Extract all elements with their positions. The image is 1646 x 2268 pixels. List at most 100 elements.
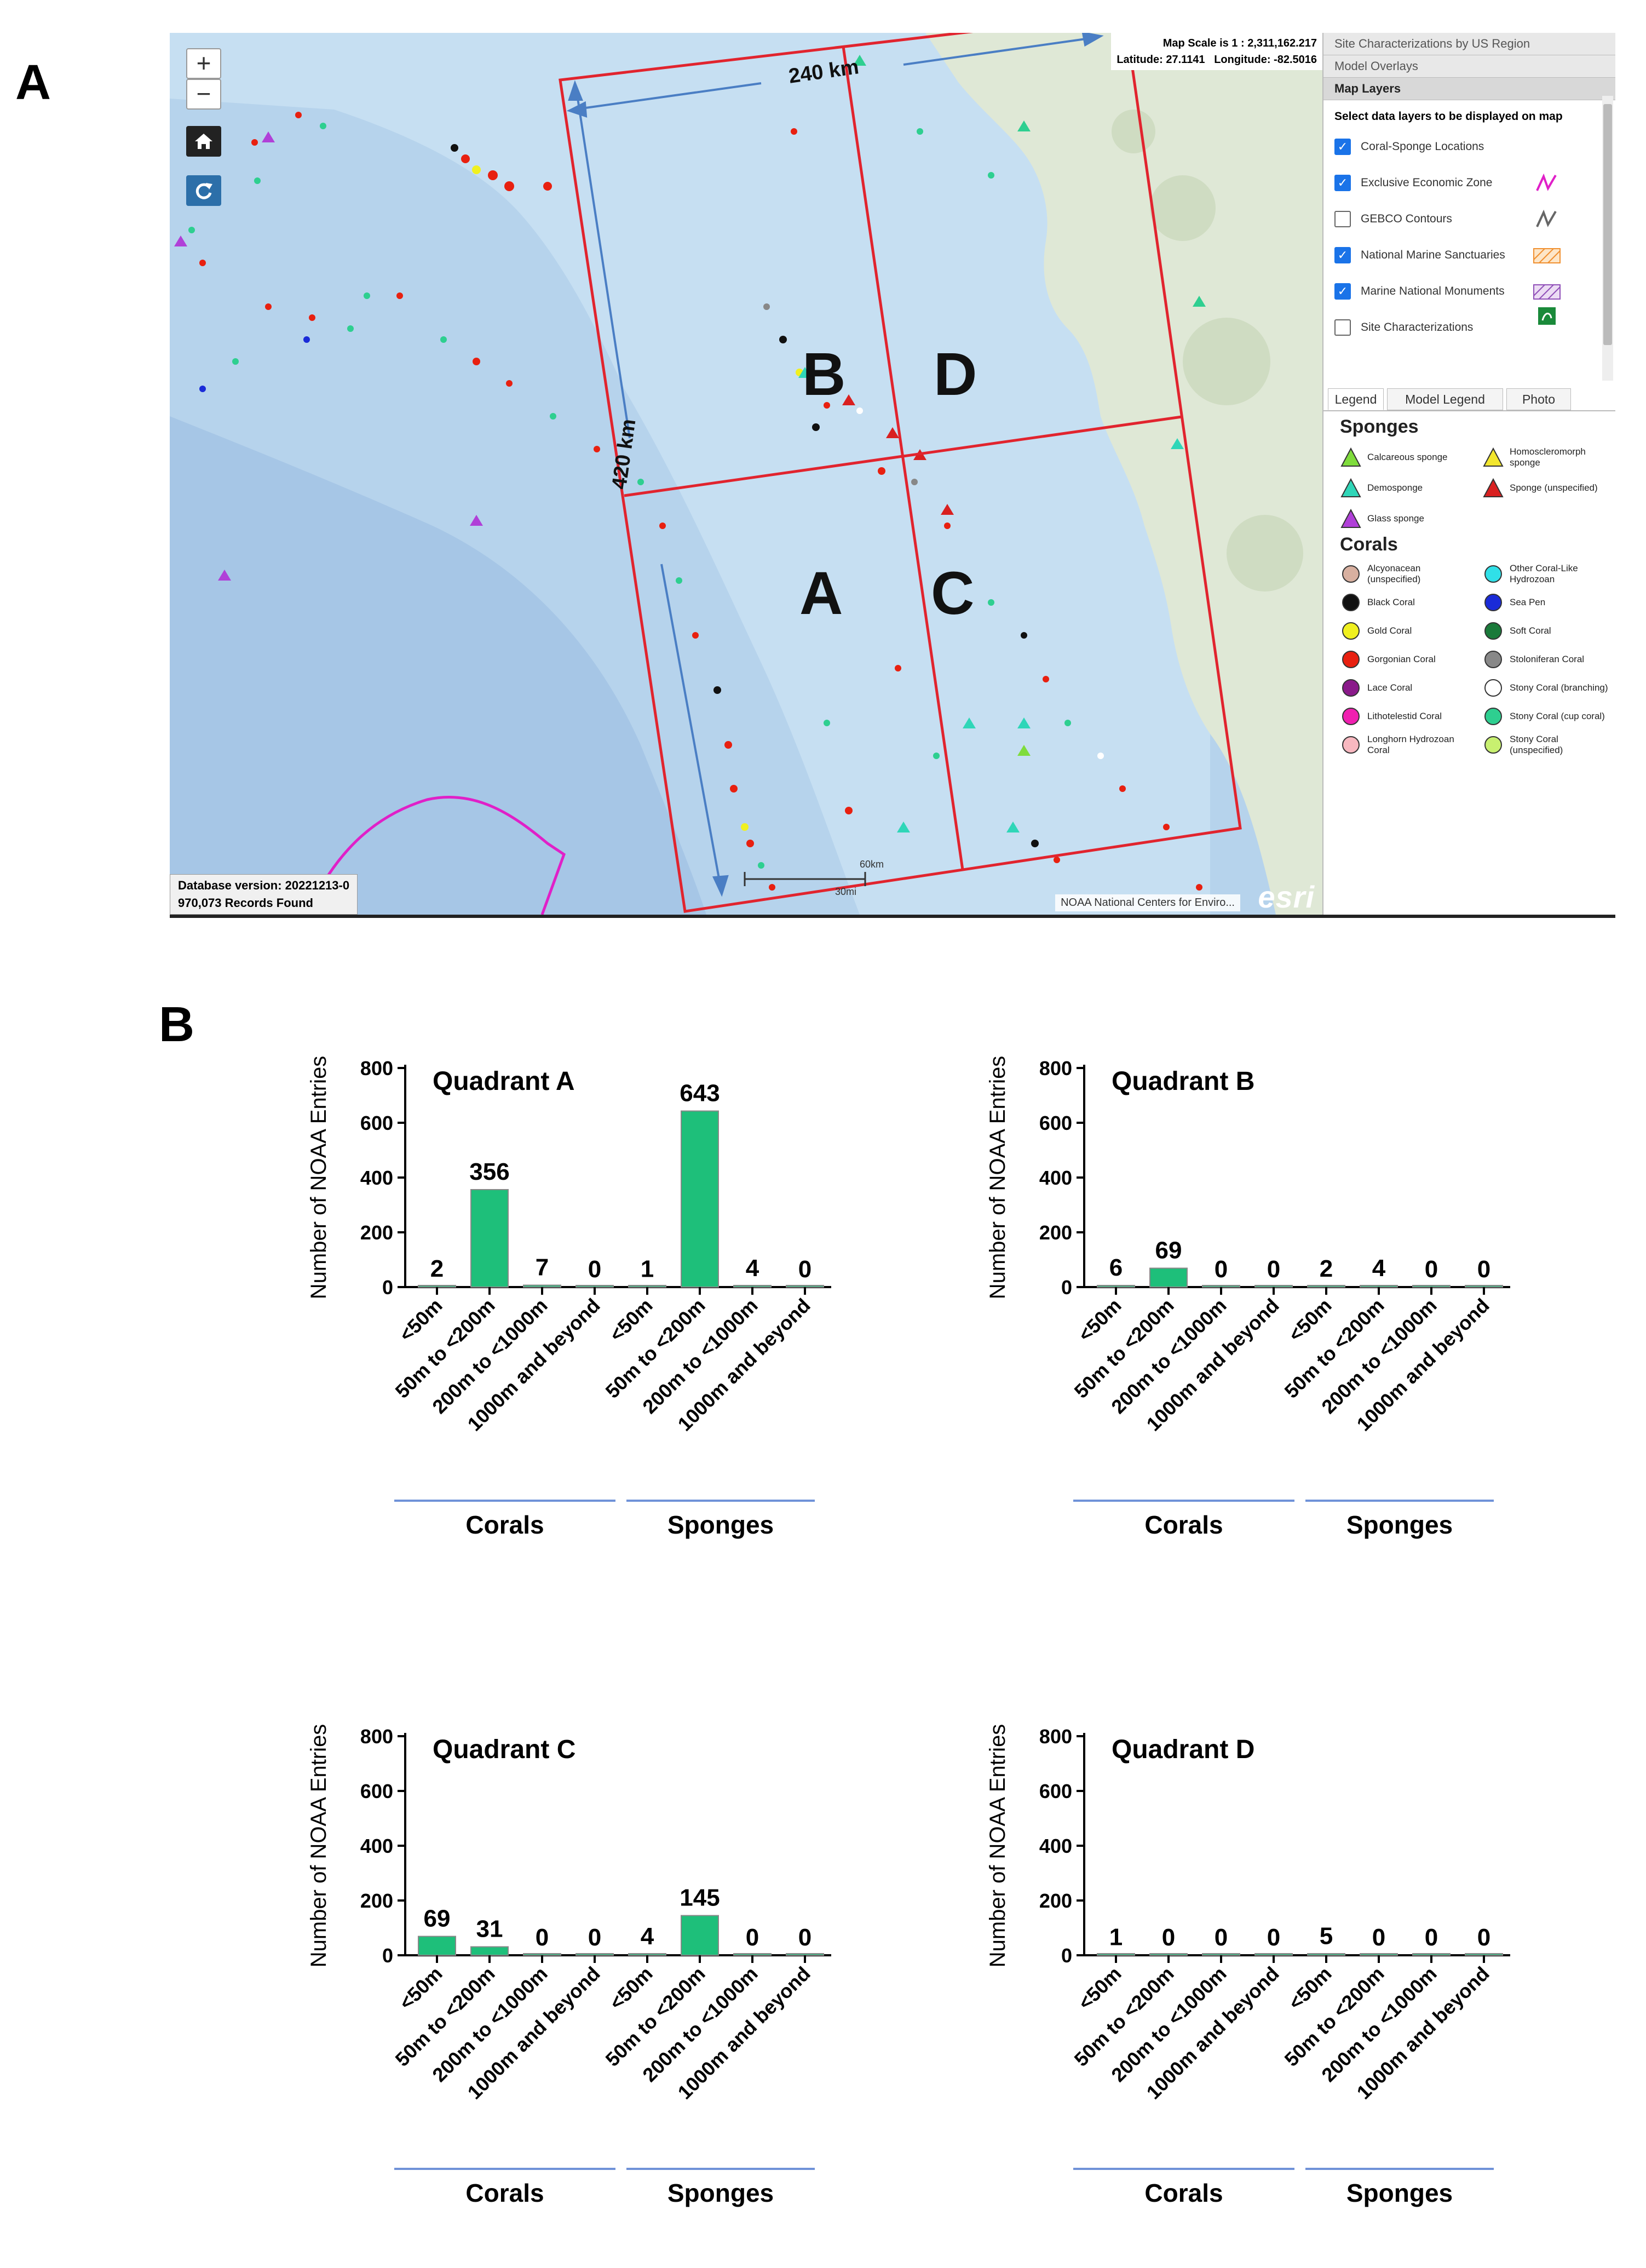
legend-item-label: Stoloniferan Coral xyxy=(1510,654,1585,664)
legend-item-coral: Stony Coral (branching) xyxy=(1482,677,1614,699)
group-label: Sponges xyxy=(1346,2179,1453,2207)
data-label: 2 xyxy=(1320,1255,1333,1282)
data-label: 0 xyxy=(1267,1924,1280,1951)
circle-icon xyxy=(1342,565,1360,583)
circle-icon xyxy=(1342,594,1360,611)
triangle-icon xyxy=(1340,447,1361,467)
tab-legend[interactable]: Legend xyxy=(1328,388,1384,410)
layer-eez[interactable]: ✓ Exclusive Economic Zone xyxy=(1323,165,1615,201)
data-label: 0 xyxy=(746,1924,759,1951)
accordion-map-layers[interactable]: Map Layers xyxy=(1323,78,1615,100)
circle-icon xyxy=(1484,594,1502,611)
data-label: 4 xyxy=(641,1923,654,1950)
bar xyxy=(418,1285,456,1288)
data-label: 0 xyxy=(798,1924,812,1951)
bar xyxy=(786,1953,824,1956)
data-label: 0 xyxy=(1267,1256,1280,1283)
legend-item-label: Stony Coral (branching) xyxy=(1510,682,1608,693)
y-axis-label: Number of NOAA Entries xyxy=(307,1056,331,1300)
layer-monuments[interactable]: ✓ Marine National Monuments xyxy=(1323,273,1615,309)
data-label: 2 xyxy=(430,1255,444,1282)
layer-sanctuaries[interactable]: ✓ National Marine Sanctuaries xyxy=(1323,237,1615,273)
bar xyxy=(470,1946,509,1956)
chart-title: Quadrant A xyxy=(433,1067,575,1096)
circle-icon xyxy=(1484,708,1502,725)
layer-coral-sponge[interactable]: ✓ Coral-Sponge Locations xyxy=(1323,129,1615,165)
database-version: Database version: 20221213-0 xyxy=(178,879,350,892)
accordion-model-overlays[interactable]: Model Overlays xyxy=(1323,55,1615,78)
legend-item-label: Homoscleromorph sponge xyxy=(1510,446,1586,468)
triangle-icon xyxy=(1483,478,1504,497)
y-axis-label: Number of NOAA Entries xyxy=(986,1724,1010,1968)
legend-tabs: Legend Model Legend Photo xyxy=(1323,386,1615,411)
sanctuary-symbol-icon xyxy=(1533,248,1561,263)
layer-label: Exclusive Economic Zone xyxy=(1361,176,1493,189)
sidebar: Site Characterizations by US Region Mode… xyxy=(1322,33,1615,915)
layer-site-characterizations[interactable]: Site Characterizations xyxy=(1323,307,1615,346)
checkbox-gebco[interactable] xyxy=(1334,211,1351,227)
accordion-site-characterizations[interactable]: Site Characterizations by US Region xyxy=(1323,33,1615,55)
legend-corals-title: Corals xyxy=(1340,534,1398,555)
y-tick-label: 200 xyxy=(360,1890,393,1912)
tab-model-legend[interactable]: Model Legend xyxy=(1387,388,1503,410)
chart-title: Quadrant D xyxy=(1112,1735,1254,1764)
checkbox-site-characterizations[interactable] xyxy=(1334,319,1351,336)
legend-item-coral: Alcyonacean (unspecified) xyxy=(1340,563,1471,585)
data-label: 69 xyxy=(424,1905,451,1932)
bar xyxy=(628,1285,666,1288)
checkbox-sanctuaries[interactable]: ✓ xyxy=(1334,247,1351,263)
data-label: 69 xyxy=(1155,1237,1182,1264)
layer-gebco[interactable]: GEBCO Contours xyxy=(1323,201,1615,237)
home-button[interactable] xyxy=(186,126,221,157)
legend-item-label: Alcyonacean (unspecified) xyxy=(1367,563,1421,584)
map-bottom-border xyxy=(170,915,1615,918)
refresh-button[interactable] xyxy=(186,175,221,206)
data-label: 643 xyxy=(680,1080,720,1107)
checkbox-monuments[interactable]: ✓ xyxy=(1334,283,1351,300)
checkbox-coral-sponge[interactable]: ✓ xyxy=(1334,139,1351,155)
tab-photo[interactable]: Photo xyxy=(1506,388,1571,410)
bar xyxy=(1097,1285,1135,1288)
latitude-text: Latitude: 27.1141 xyxy=(1116,54,1205,66)
legend-item-label: Glass sponge xyxy=(1367,513,1424,524)
map-attribution[interactable]: NOAA National Centers for Enviro... xyxy=(1055,894,1240,911)
y-tick-label: 600 xyxy=(1039,1112,1072,1134)
y-tick-label: 0 xyxy=(1061,1944,1072,1967)
legend-item-label: Gold Coral xyxy=(1367,625,1412,636)
refresh-icon xyxy=(195,183,212,199)
data-label: 1 xyxy=(1109,1924,1123,1951)
legend-item-coral: Stoloniferan Coral xyxy=(1482,648,1614,670)
legend-item-sponge: Glass sponge xyxy=(1340,508,1471,530)
scale-bar-mi: 30mi xyxy=(835,886,857,897)
bar xyxy=(575,1285,614,1288)
legend-item-sponge: Calcareous sponge xyxy=(1340,446,1471,468)
panel-label-b: B xyxy=(159,997,194,1052)
chart-quadrant-c: Number of NOAA Entries 0 200 400 600 800 Quadr… xyxy=(274,1676,876,2254)
circle-icon xyxy=(1342,679,1360,697)
circle-icon xyxy=(1342,736,1360,754)
legend-item-label: Black Coral xyxy=(1367,597,1415,607)
y-axis-label: Number of NOAA Entries xyxy=(986,1056,1010,1300)
map-canvas[interactable]: + − B D A C 240 km 420 km 60km 30mi Map … xyxy=(170,33,1322,915)
y-tick-label: 200 xyxy=(360,1221,393,1244)
y-tick-label: 0 xyxy=(382,1276,393,1299)
group-label: Corals xyxy=(465,2179,544,2207)
data-label: 0 xyxy=(1372,1924,1385,1951)
eez-symbol-icon xyxy=(1536,173,1557,191)
home-icon xyxy=(195,134,212,149)
zoom-out-button[interactable]: − xyxy=(186,79,221,110)
data-label: 4 xyxy=(1372,1255,1386,1282)
layers-scrollbar-thumb[interactable] xyxy=(1603,104,1612,345)
legend-item-coral: Gorgonian Coral xyxy=(1340,648,1471,670)
distance-arrows xyxy=(566,33,1104,897)
checkbox-eez[interactable]: ✓ xyxy=(1334,175,1351,191)
data-label: 0 xyxy=(798,1256,812,1283)
y-tick-label: 800 xyxy=(360,1057,393,1080)
circle-icon xyxy=(1484,679,1502,697)
quadrant-label-b: B xyxy=(802,341,846,408)
zoom-in-button[interactable]: + xyxy=(186,48,221,79)
data-label: 0 xyxy=(1425,1924,1438,1951)
coordinates-text: Latitude: 27.1141 Longitude: -82.5016 xyxy=(1116,51,1317,68)
